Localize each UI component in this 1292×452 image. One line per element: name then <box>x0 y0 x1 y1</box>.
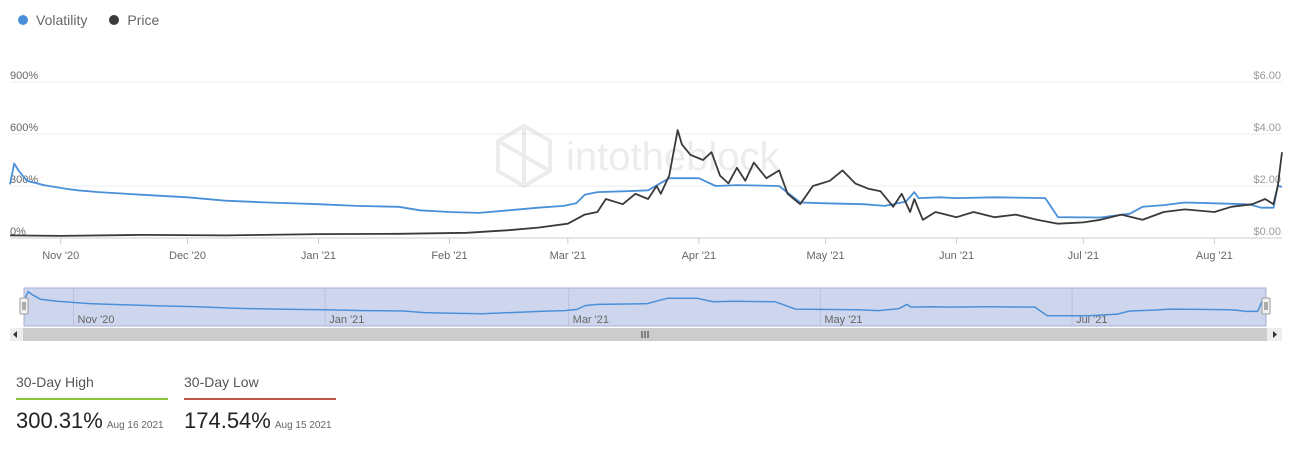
navigator-series <box>23 290 1267 317</box>
x-tick-label: Jul '21 <box>1068 250 1099 262</box>
watermark: intotheblock <box>496 123 780 189</box>
stat-underline <box>16 398 168 400</box>
volatility-price-chart: intotheblock 0%300%600%900% $0.00$2.00$4… <box>9 70 1283 341</box>
x-tick-label: Jan '21 <box>301 250 336 262</box>
navigator[interactable]: Nov '20 Jan '21 Mar '21 May '21 Jul '21 <box>19 287 1271 327</box>
navigator-tick-label: Nov '20 <box>78 314 115 326</box>
stat-30-day-high: 30-Day High 300.31% Aug 16 2021 <box>16 374 168 434</box>
x-tick-label: Dec '20 <box>169 250 206 262</box>
price-dot-icon <box>109 15 120 25</box>
y-left-tick-label: 900% <box>10 70 38 82</box>
legend-label-price: Price <box>127 12 160 28</box>
stats-panel: 30-Day High 300.31% Aug 16 2021 30-Day L… <box>16 374 336 434</box>
stat-label: 30-Day Low <box>184 374 259 390</box>
stat-underline <box>184 398 336 400</box>
watermark-logo-icon <box>496 123 552 189</box>
navigator-labels: Nov '20 Jan '21 Mar '21 May '21 Jul '21 <box>78 314 1108 326</box>
y-right-tick-label: $0.00 <box>1253 226 1281 238</box>
x-tick-label: Mar '21 <box>550 250 586 262</box>
y-axis-left: 0%300%600%900% <box>10 70 38 238</box>
navigator-handle-right[interactable] <box>1261 297 1271 315</box>
x-tick-label: Feb '21 <box>431 250 467 262</box>
x-tick-label: Apr '21 <box>682 250 717 262</box>
x-axis: Nov '20 Dec '20 Jan '21 Feb '21 Mar '21 Apr '… <box>42 238 1233 262</box>
stat-30-day-low: 30-Day Low 174.54% Aug 15 2021 <box>184 374 336 434</box>
navigator-grid <box>73 288 1073 326</box>
stat-value: 174.54% <box>184 408 271 433</box>
y-right-tick-label: $6.00 <box>1253 70 1281 82</box>
navigator-handle-left[interactable] <box>19 297 29 315</box>
series-line-price <box>9 129 1283 237</box>
navigator-series-line <box>23 290 1267 317</box>
series-line-volatility <box>9 162 1283 219</box>
y-axis-right: $0.00 $2.00 $4.00 $6.00 <box>1253 70 1281 238</box>
chart-grid <box>10 81 1282 239</box>
legend-item-volatility[interactable]: Volatility <box>18 12 87 28</box>
chart-series <box>9 129 1283 237</box>
navigator-selection[interactable] <box>23 287 1267 327</box>
stat-date: Aug 16 2021 <box>106 420 164 431</box>
stat-value: 300.31% <box>16 408 103 433</box>
stat-date: Aug 15 2021 <box>274 420 332 431</box>
scrollbar-grip-icon <box>641 331 649 338</box>
chart-legend: Volatility Price <box>18 12 159 28</box>
x-tick-label: Jun '21 <box>939 250 974 262</box>
y-right-tick-label: $2.00 <box>1253 174 1281 186</box>
y-right-tick-label: $4.00 <box>1253 122 1281 134</box>
legend-label-volatility: Volatility <box>36 12 88 28</box>
navigator-tick-label: May '21 <box>824 314 862 326</box>
navigator-tick-label: Jan '21 <box>329 314 364 326</box>
navigator-tick-label: Jul '21 <box>1076 314 1107 326</box>
y-left-tick-label: 300% <box>10 174 38 186</box>
scroll-right-arrow-icon[interactable] <box>1273 331 1277 338</box>
x-tick-label: May '21 <box>807 250 845 262</box>
stat-label: 30-Day High <box>16 374 94 390</box>
legend-item-price[interactable]: Price <box>109 12 159 28</box>
scroll-left-arrow-icon[interactable] <box>13 331 17 338</box>
y-left-tick-label: 600% <box>10 122 38 134</box>
x-tick-label: Nov '20 <box>42 250 79 262</box>
navigator-tick-label: Mar '21 <box>573 314 609 326</box>
x-tick-label: Aug '21 <box>1196 250 1233 262</box>
volatility-dot-icon <box>18 15 28 25</box>
navigator-scrollbar[interactable] <box>10 328 1282 341</box>
